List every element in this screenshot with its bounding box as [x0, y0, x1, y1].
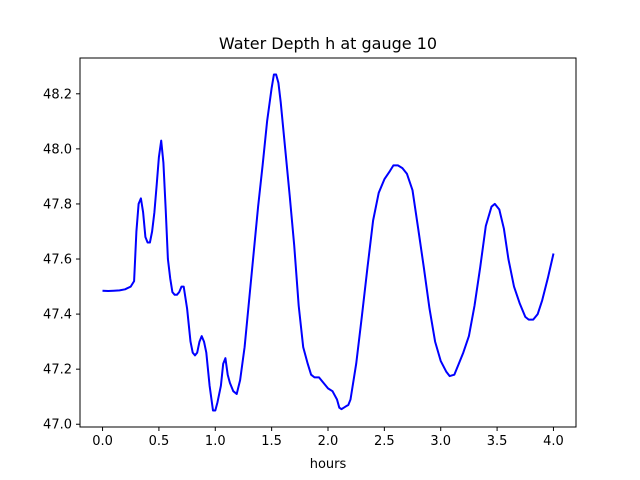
y-tick-label: 47.8 [43, 197, 72, 212]
plot-content [102, 73, 555, 412]
x-tick-label: 3.0 [430, 434, 451, 449]
y-tick-label: 47.2 [43, 363, 72, 378]
y-tick-label: 47.4 [43, 308, 72, 323]
x-tick-label: 0.5 [149, 434, 170, 449]
x-axis-label: hours [310, 457, 347, 472]
y-tick-label: 47.0 [43, 418, 72, 433]
axes-frame [79, 57, 577, 428]
y-tick-label: 47.6 [43, 253, 72, 268]
x-tick-label: 0.0 [92, 434, 113, 449]
x-tick-label: 1.0 [205, 434, 226, 449]
x-tick-label: 1.5 [261, 434, 282, 449]
series-line-0 [102, 73, 555, 412]
x-tick-label: 3.5 [487, 434, 508, 449]
chart-title: Water Depth h at gauge 10 [219, 34, 437, 53]
y-axis: 47.0 47.2 47.4 47.6 47.8 48.0 48.2 [43, 87, 80, 433]
y-tick-label: 48.2 [43, 87, 72, 102]
x-tick-label: 2.0 [318, 434, 339, 449]
x-tick-label: 2.5 [374, 434, 395, 449]
x-tick-label: 4.0 [543, 434, 564, 449]
x-axis: 0.0 0.5 1.0 1.5 2.0 2.5 3.0 3.5 4.0 [92, 427, 564, 449]
y-tick-label: 48.0 [43, 142, 72, 157]
